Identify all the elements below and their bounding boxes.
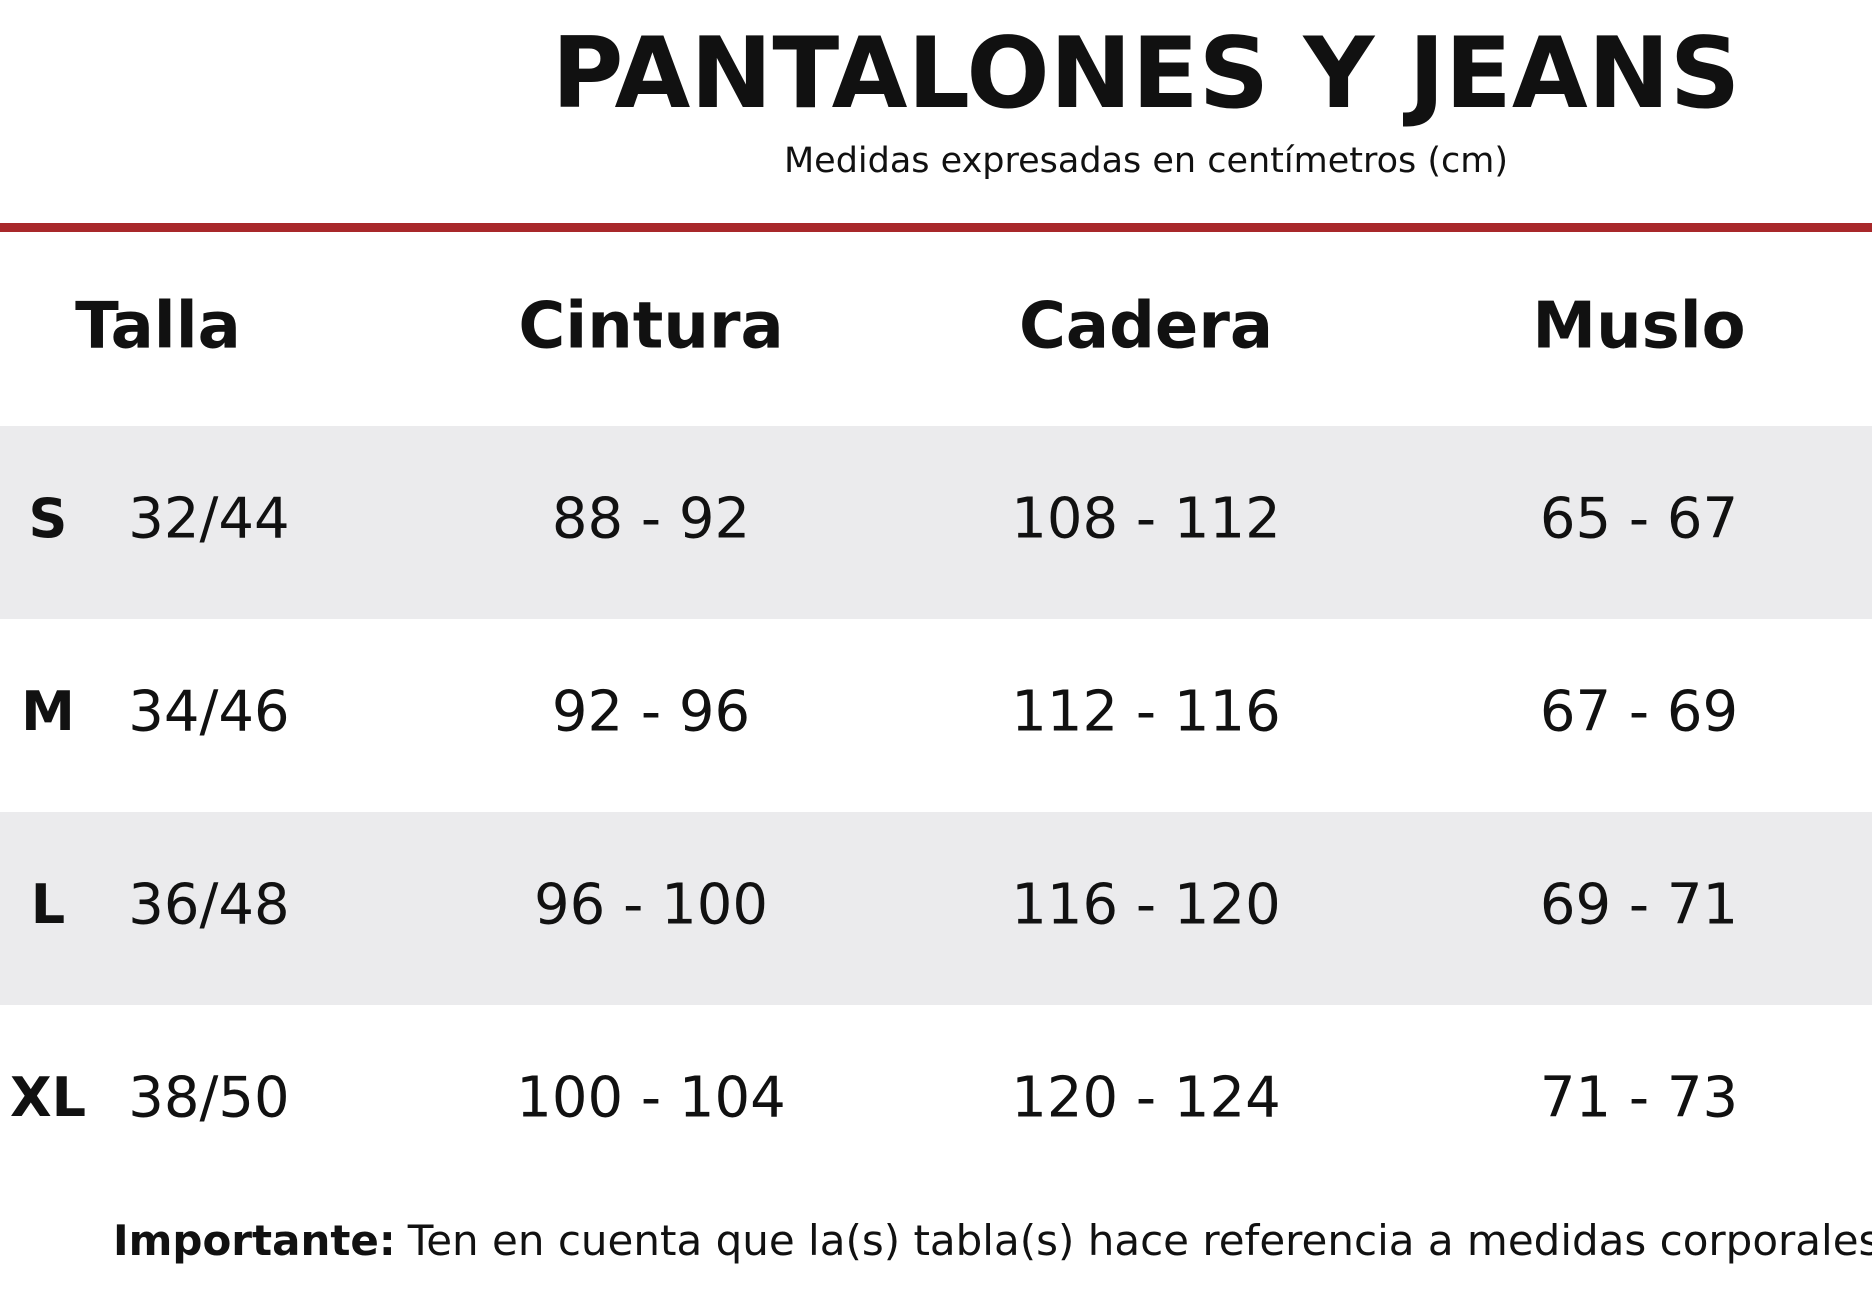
size-label: M [21, 680, 75, 743]
cell: 92 - 96 [552, 680, 750, 745]
cell: 112 - 116 [1011, 680, 1281, 745]
row-band [0, 426, 1872, 619]
column-header: Muslo [1532, 290, 1745, 364]
subtitle: Medidas expresadas en centímetros (cm) [784, 141, 1508, 181]
cell: 34/46 [128, 680, 289, 745]
divider [0, 223, 1872, 232]
cell: 36/48 [128, 873, 289, 938]
footer-label: Importante: [113, 1216, 396, 1265]
table: Talla Cintura Cadera Muslo S 32/44 88 - 92 108 … [0, 290, 1872, 1131]
cell: 100 - 104 [516, 1066, 786, 1131]
footer-text: Ten en cuenta que la(s) tabla(s) hace re… [407, 1216, 1872, 1265]
cell: 116 - 120 [1011, 873, 1281, 938]
size-label: S [29, 487, 68, 550]
footer-note: Importante: Ten en cuenta que la(s) tabla… [113, 1216, 1872, 1265]
cell: 71 - 73 [1540, 1066, 1738, 1131]
size-label: XL [10, 1066, 86, 1129]
cell: 96 - 100 [534, 873, 768, 938]
cell: 108 - 112 [1011, 487, 1281, 552]
column-header: Talla [75, 290, 241, 364]
column-header: Cadera [1019, 290, 1273, 364]
cell: 120 - 124 [1011, 1066, 1281, 1131]
cell: 67 - 69 [1540, 680, 1738, 745]
cell: 88 - 92 [552, 487, 750, 552]
cell: 69 - 71 [1540, 873, 1738, 938]
row-band [0, 812, 1872, 1005]
cell: 65 - 67 [1540, 487, 1738, 552]
size-label: L [31, 873, 65, 936]
title: PANTALONES Y JEANS [552, 17, 1741, 131]
cell: 32/44 [128, 487, 289, 552]
column-header: Cintura [518, 290, 783, 364]
cell: 38/50 [128, 1066, 289, 1131]
